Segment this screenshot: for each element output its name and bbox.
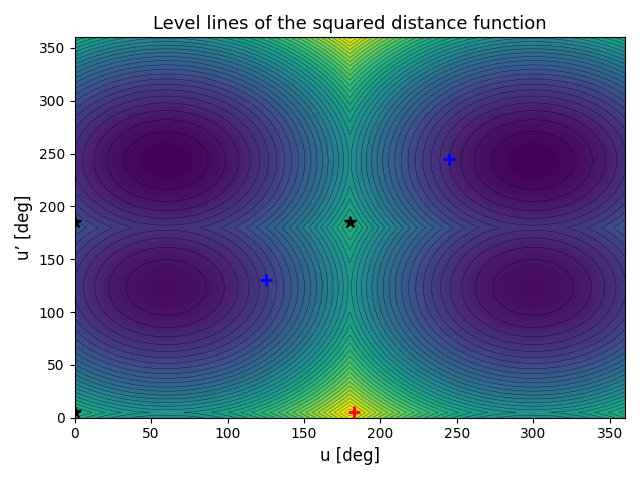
Title: Level lines of the squared distance function: Level lines of the squared distance func…	[153, 15, 547, 33]
X-axis label: u [deg]: u [deg]	[320, 447, 380, 465]
Y-axis label: u’ [deg]: u’ [deg]	[15, 195, 33, 260]
